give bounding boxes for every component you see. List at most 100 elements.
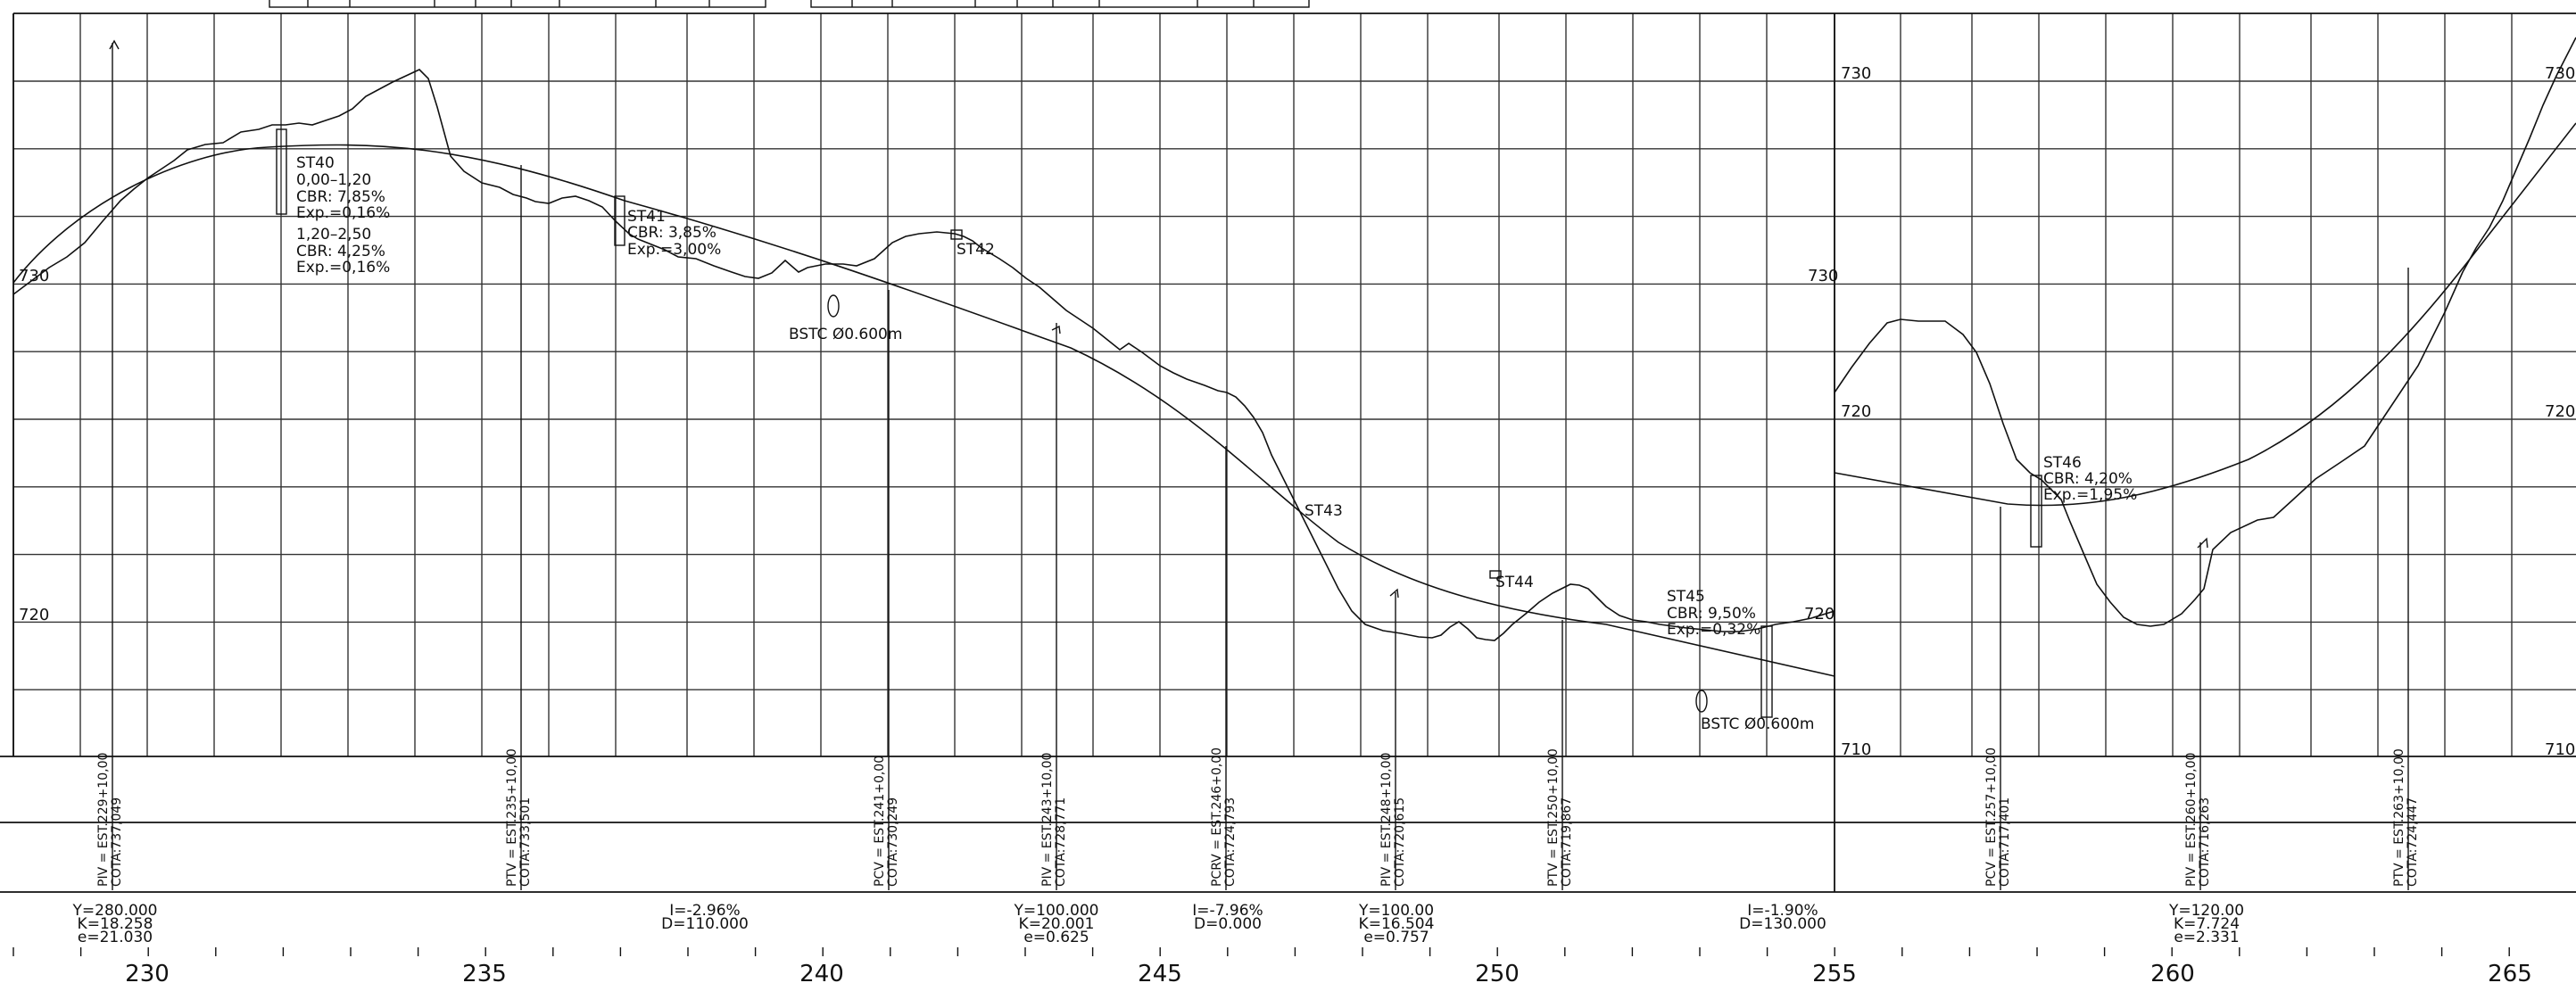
- curve-data-line: Y=120.00: [2168, 902, 2244, 920]
- station-label: 255: [1812, 961, 1857, 983]
- elev-label-710-edge: 710: [2545, 740, 2575, 759]
- station-label: 235: [462, 961, 507, 983]
- vertical-point-station-text: PCV = EST.241+0,00: [873, 756, 887, 887]
- elev-label-730-left: 730: [19, 267, 49, 285]
- st41-line-3: Exp.=3,00%: [627, 241, 721, 259]
- sample-annotations: ST40 0,00–1,20 CBR: 7,85% Exp.=0,16% 1,2…: [296, 154, 2137, 733]
- vertical-point-label: PCRV = EST.246+0,00 COTA:724,793: [1210, 748, 1238, 887]
- station-label: 240: [799, 961, 844, 983]
- st45-line-2: CBR: 9,50%: [1667, 605, 1756, 623]
- vertical-point-label: PIV = EST.243+10,00 COTA:728,771: [1040, 753, 1068, 887]
- st46-line-2: CBR: 4,20%: [2043, 470, 2133, 488]
- curve-data-line: K=18.258: [78, 915, 153, 933]
- terrain-line-right: [1834, 37, 2576, 627]
- vertical-point-station-text: PIV = EST.229+10,00: [96, 753, 111, 887]
- st40-line-6: CBR: 4,25%: [296, 243, 385, 260]
- vertical-point-station-text: PIV = EST.248+10,00: [1379, 753, 1394, 887]
- st40-line-4: Exp.=0,16%: [296, 204, 390, 222]
- curve-data-line: Y=100.000: [1014, 902, 1099, 920]
- vertical-point-label: PCV = EST.241+0,00 COTA:730,249: [873, 756, 900, 887]
- vertical-point-label: PIV = EST.229+10,00 COTA:737,049: [96, 753, 124, 887]
- station-label: 265: [2488, 961, 2532, 983]
- vertical-point-label: PTV = EST.235+10,00 COTA:733,501: [505, 748, 533, 887]
- station-label: 230: [125, 961, 170, 983]
- vertical-point-cota-text: COTA:716,263: [2198, 797, 2212, 887]
- vertical-point-label: PIV = EST.248+10,00 COTA:720,615: [1379, 753, 1407, 887]
- elev-label-720-right: 720: [1841, 402, 1871, 421]
- elevation-labels: 730 720 730 720 730 720 710 730 720 710: [19, 64, 2575, 759]
- vertical-point-station-text: PTV = EST.235+10,00: [505, 748, 519, 887]
- vertical-point-station-text: PTV = EST.263+10,00: [2392, 748, 2406, 887]
- profile-frame: [0, 12, 2576, 893]
- terrain-line-left: [12, 69, 1835, 641]
- curve-data-line: I=-7.96%: [1192, 902, 1263, 920]
- st40-line-7: Exp.=0,16%: [296, 259, 390, 277]
- grade-line-right: [1834, 122, 2576, 507]
- st45-line-3: Exp.=0,32%: [1667, 621, 1760, 639]
- vertical-point-cota-text: COTA:737,049: [110, 797, 124, 887]
- vertical-point-lines: [112, 43, 2409, 890]
- piv-arrow-markers: [109, 39, 2208, 599]
- culvert-label-1: BSTC Ø0.600m: [789, 326, 902, 343]
- vertical-point-station-text: PIV = EST.243+10,00: [1040, 753, 1055, 887]
- vertical-point-cota-text: COTA:728,771: [1054, 797, 1068, 887]
- vertical-point-station-text: PTV = EST.250+10,00: [1546, 748, 1561, 887]
- elev-label-710-right: 710: [1841, 740, 1871, 759]
- st40-line-5: 1,20–2,50: [296, 226, 371, 244]
- profile-grid: [12, 13, 2576, 756]
- curve-data-line: D=130.000: [1739, 915, 1826, 933]
- vertical-point-cota-text: COTA:719,867: [1560, 797, 1574, 887]
- curve-data-line: K=16.504: [1359, 915, 1435, 933]
- station-axis: 230 235 240 245 250 255 260 265: [12, 947, 2532, 983]
- curve-data-line: D=0.000: [1194, 915, 1262, 933]
- vertical-point-label: PIV = EST.260+10,00 COTA:716,263: [2184, 753, 2212, 887]
- curve-data-line: e=0.757: [1363, 929, 1429, 946]
- st43-label: ST43: [1305, 502, 1343, 520]
- vertical-point-cota-text: COTA:724,447: [2406, 797, 2420, 887]
- curve-data-line: Y=280.000: [72, 902, 158, 920]
- curve-data-line: I=-2.96%: [669, 902, 740, 920]
- elev-label-720-edge: 720: [2545, 402, 2575, 421]
- curve-data-line: e=0.625: [1023, 929, 1089, 946]
- station-label: 250: [1475, 961, 1520, 983]
- curve-data-line: Y=100.00: [1358, 902, 1434, 920]
- elev-label-730-edge: 730: [2545, 64, 2575, 83]
- vertical-point-label: PCV = EST.257+10,00 COTA:717,401: [1984, 748, 2012, 887]
- curve-data-line: K=7.724: [2174, 915, 2240, 933]
- st41-line-1: ST41: [627, 208, 666, 226]
- st41-line-2: CBR: 3,85%: [627, 224, 716, 242]
- curve-data-line: I=-1.90%: [1747, 902, 1818, 920]
- vertical-point-station-text: PIV = EST.260+10,00: [2184, 753, 2199, 887]
- culvert-label-2: BSTC Ø0.600m: [1701, 715, 1814, 733]
- st40-line-2: 0,00–1,20: [296, 171, 371, 189]
- header-table-fragment: [269, 0, 1310, 8]
- elev-label-730-mid: 730: [1808, 267, 1838, 285]
- vertical-point-label: PTV = EST.263+10,00 COTA:724,447: [2392, 748, 2420, 887]
- vertical-point-cota-text: COTA:717,401: [1998, 797, 2012, 887]
- vertical-point-labels: PIV = EST.229+10,00 COTA:737,049 PTV = EST…: [96, 748, 2420, 887]
- st46-line-3: Exp.=1,95%: [2043, 486, 2137, 504]
- curve-data-line: K=20.001: [1019, 915, 1095, 933]
- st40-line-1: ST40: [296, 154, 335, 172]
- elev-label-720-mid: 720: [1804, 605, 1835, 624]
- station-label: 245: [1138, 961, 1182, 983]
- st42-label: ST42: [957, 241, 995, 259]
- curve-data-line: D=110.000: [661, 915, 749, 933]
- vertical-point-cota-text: COTA:720,615: [1393, 797, 1407, 887]
- vertical-point-cota-text: COTA:733,501: [518, 797, 533, 887]
- st44-label: ST44: [1495, 574, 1534, 591]
- station-label: 260: [2150, 961, 2195, 983]
- st46-line-1: ST46: [2043, 454, 2082, 472]
- vertical-point-label: PTV = EST.250+10,00 COTA:719,867: [1546, 748, 1574, 887]
- curve-data-line: e=21.030: [78, 929, 153, 946]
- st45-line-1: ST45: [1667, 588, 1705, 606]
- grade-line-left: [12, 144, 1835, 677]
- vertical-point-cota-text: COTA:730,249: [886, 797, 900, 887]
- vertical-point-station-text: PCV = EST.257+10,00: [1984, 748, 1999, 887]
- elev-label-720-left: 720: [19, 606, 49, 624]
- st40-line-3: CBR: 7,85%: [296, 188, 385, 206]
- curve-data-line: e=2.331: [2174, 929, 2239, 946]
- vertical-point-station-text: PCRV = EST.246+0,00: [1210, 748, 1224, 887]
